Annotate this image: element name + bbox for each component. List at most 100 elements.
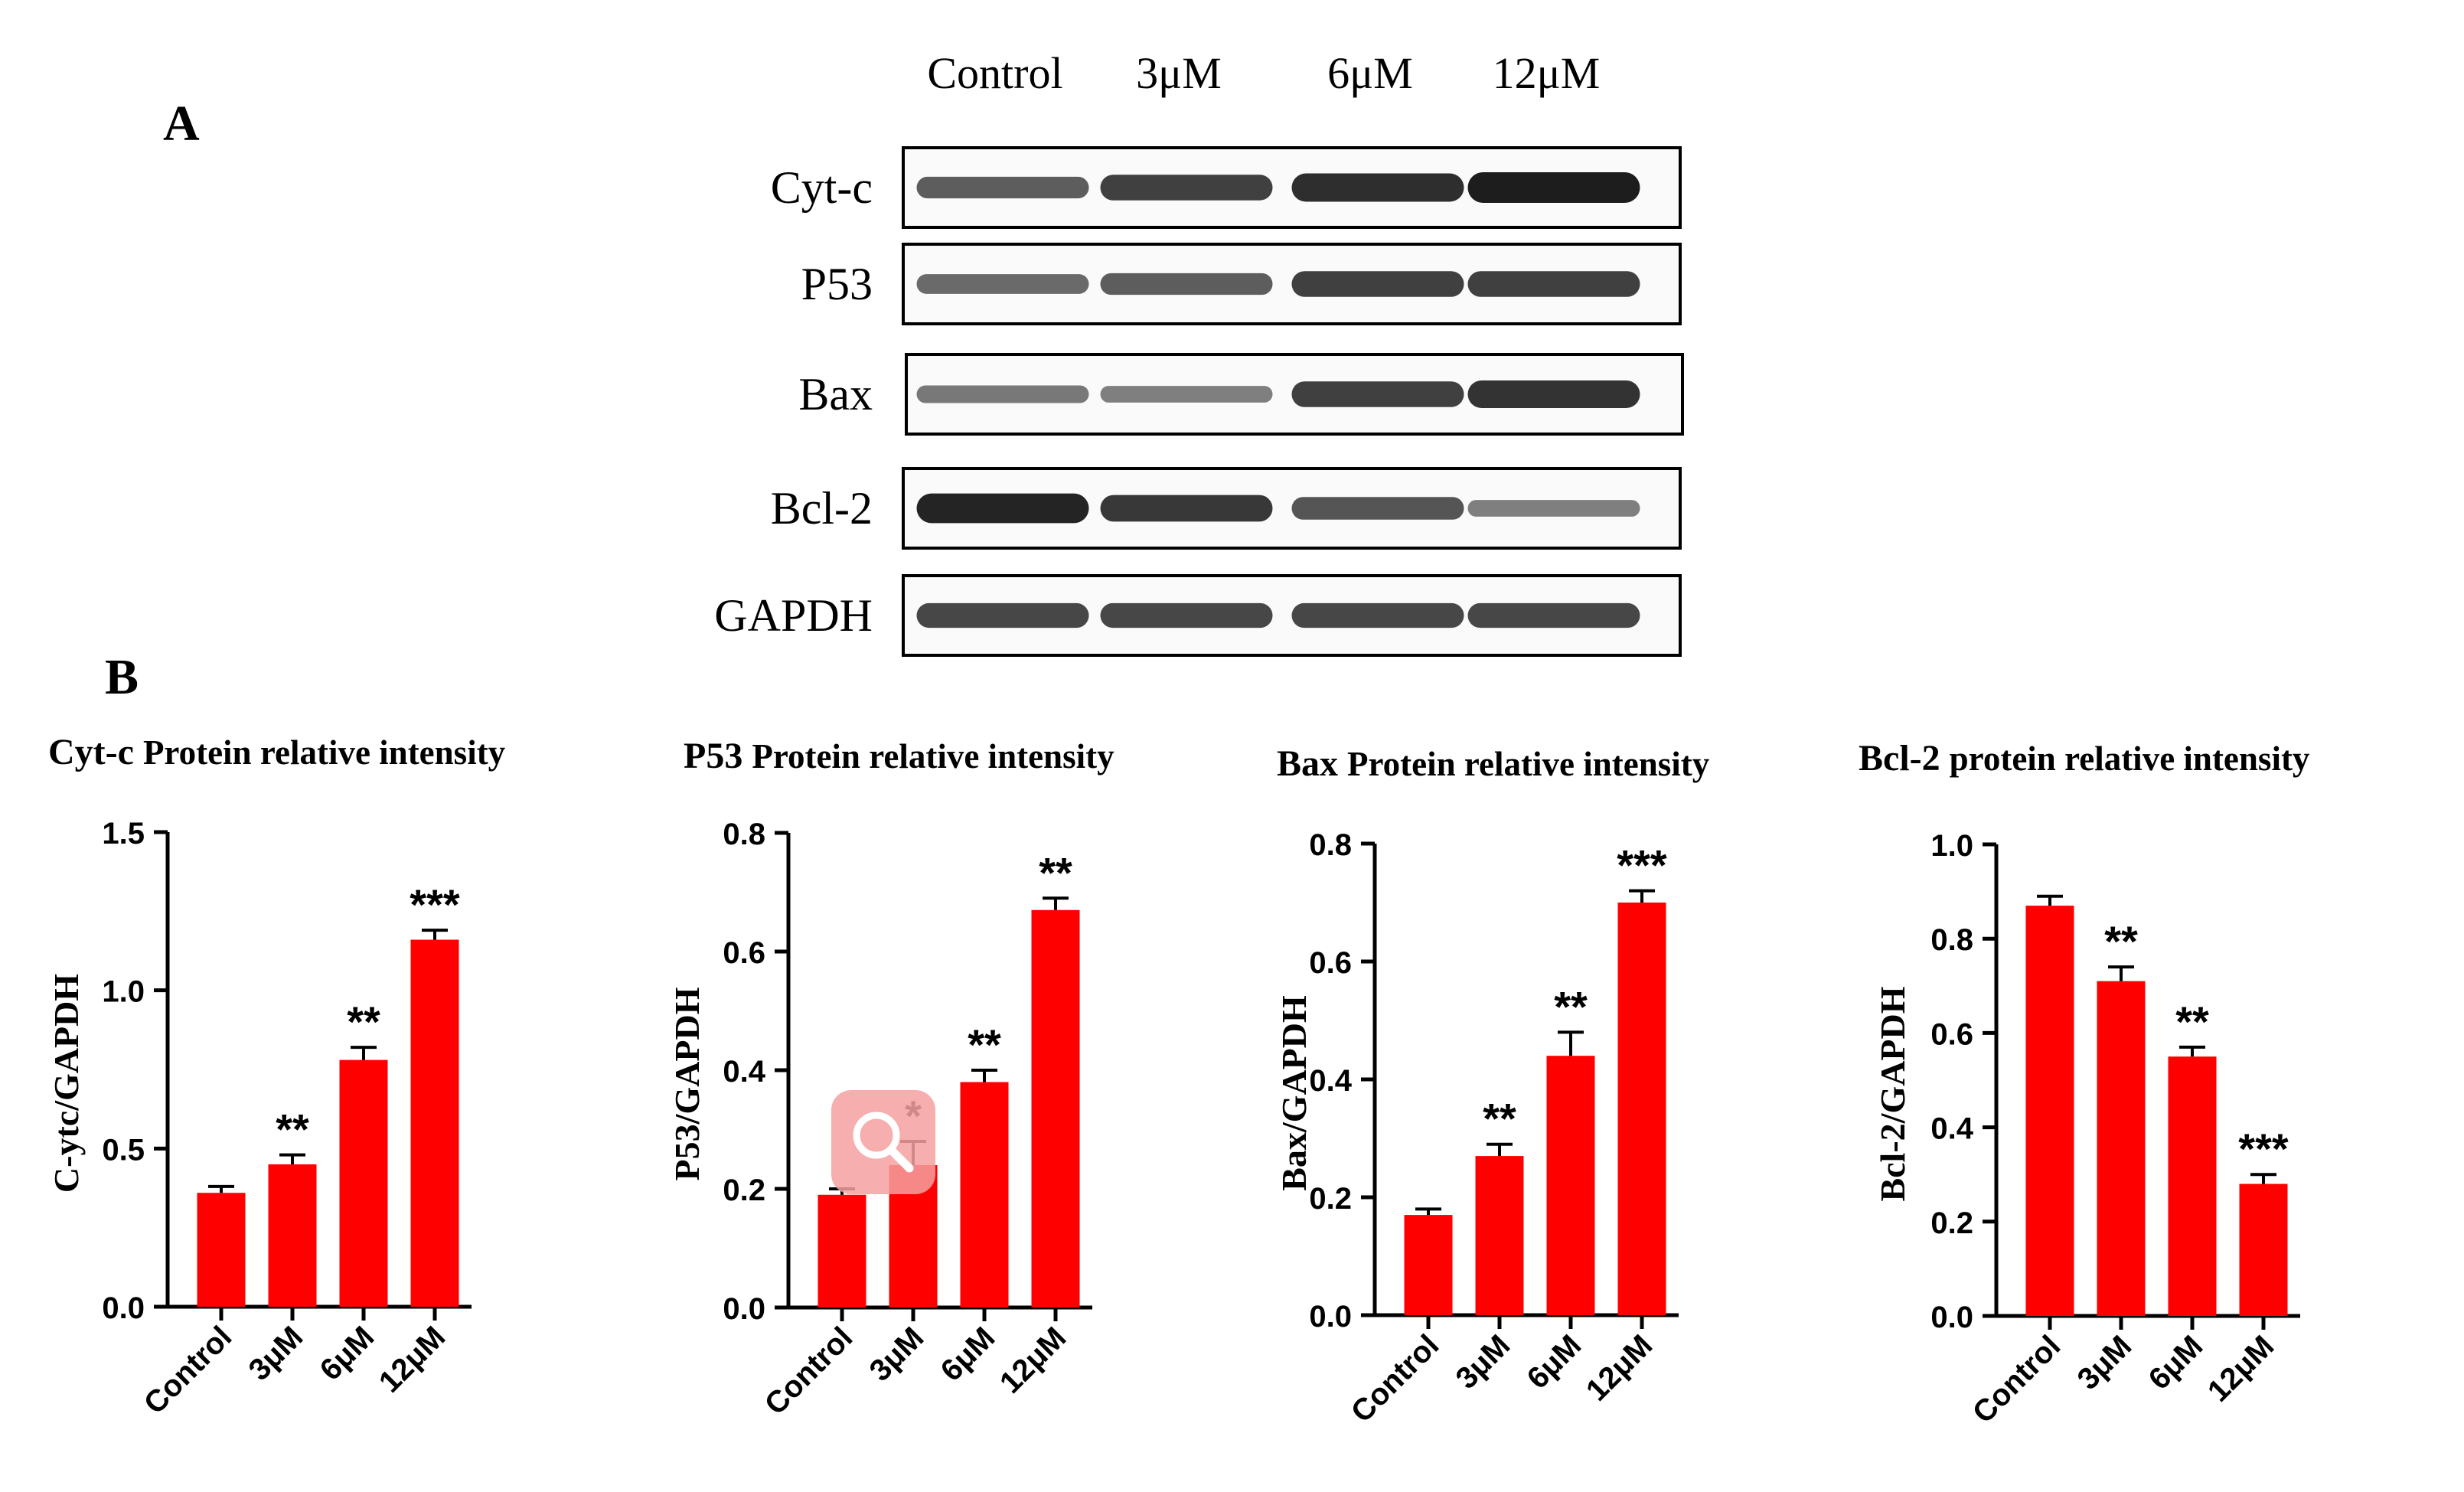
y-axis-label: Bax/GAPDH bbox=[1274, 995, 1314, 1191]
y-tick-label: 0.5 bbox=[102, 1133, 145, 1167]
blot-band bbox=[1467, 602, 1640, 628]
y-tick-label: 0.6 bbox=[1309, 946, 1352, 980]
bar bbox=[960, 1082, 1009, 1308]
y-tick-label: 0.0 bbox=[102, 1291, 145, 1325]
chart-title: P53 Protein relative intensity bbox=[684, 736, 1115, 776]
y-tick-label: 0.4 bbox=[723, 1055, 765, 1089]
bar bbox=[1031, 909, 1080, 1308]
significance-marker: ** bbox=[1039, 848, 1072, 896]
blot-band bbox=[1100, 602, 1273, 628]
y-tick-label: 1.0 bbox=[102, 975, 145, 1009]
blot-band bbox=[1100, 175, 1273, 201]
blot-row-label: Bcl-2 bbox=[771, 483, 873, 534]
bar bbox=[2097, 981, 2146, 1316]
significance-marker: *** bbox=[2238, 1125, 2289, 1173]
significance-marker: *** bbox=[1617, 841, 1667, 890]
y-tick-label: 1.0 bbox=[1930, 829, 1973, 863]
chart-title-prefix: P53 bbox=[684, 736, 742, 776]
bar bbox=[2025, 906, 2074, 1316]
y-axis-label: P53/GAPDH bbox=[667, 987, 707, 1180]
blot-lane-label: 12μM bbox=[1493, 48, 1601, 98]
bar bbox=[818, 1194, 866, 1308]
western-blot: Control 3μM 6μM 12μM Cyt-c P53 Bax Bcl-2 GAPDH bbox=[714, 48, 1684, 657]
blot-band bbox=[1291, 602, 1464, 628]
blot-band bbox=[916, 602, 1089, 628]
chart-title-rest: Protein relative intensity bbox=[1347, 745, 1710, 783]
zoom-button[interactable] bbox=[831, 1090, 935, 1194]
bar bbox=[197, 1193, 246, 1307]
y-tick-label: 0.4 bbox=[1930, 1112, 1973, 1146]
bar bbox=[268, 1164, 317, 1307]
bar bbox=[2239, 1183, 2288, 1316]
blot-band bbox=[1291, 381, 1464, 407]
y-tick-label: 0.2 bbox=[1930, 1206, 1973, 1240]
y-tick-label: 0.2 bbox=[1309, 1182, 1352, 1216]
significance-marker: ** bbox=[2175, 997, 2209, 1046]
y-tick-label: 0.0 bbox=[1309, 1300, 1352, 1334]
magnifier-icon bbox=[853, 1112, 914, 1173]
blot-row: Bcl-2 bbox=[771, 467, 1682, 550]
y-tick-label: 0.2 bbox=[723, 1174, 765, 1207]
blot-row: Cyt-c bbox=[771, 146, 1682, 229]
significance-marker: *** bbox=[410, 880, 460, 929]
y-tick-label: 0.4 bbox=[1309, 1064, 1352, 1098]
significance-marker: ** bbox=[2104, 917, 2138, 965]
blot-band bbox=[916, 493, 1089, 524]
blot-band bbox=[1467, 500, 1640, 517]
bar bbox=[1404, 1215, 1453, 1315]
significance-marker: ** bbox=[968, 1020, 1001, 1069]
blot-row-label: Bax bbox=[798, 369, 873, 420]
chart-title-rest: Protein relative intensity bbox=[143, 733, 506, 772]
chart-title-prefix: Cyt-c bbox=[48, 732, 134, 772]
y-tick-label: 0.0 bbox=[723, 1292, 765, 1326]
bar bbox=[2168, 1056, 2217, 1316]
y-tick-label: 0.6 bbox=[723, 936, 765, 970]
chart-title: Bax Protein relative intensity bbox=[1277, 743, 1710, 784]
blot-lane-label: 6μM bbox=[1327, 48, 1413, 98]
chart-title-rest: protein relative intensity bbox=[1950, 739, 2310, 778]
y-tick-label: 0.6 bbox=[1930, 1017, 1973, 1051]
panel-label-a: A bbox=[163, 96, 200, 152]
blot-band bbox=[916, 385, 1089, 403]
chart-title-prefix: Bcl-2 bbox=[1859, 738, 1940, 779]
blot-band bbox=[1100, 495, 1273, 522]
blot-band bbox=[1291, 497, 1464, 520]
blot-band bbox=[1467, 172, 1640, 203]
blot-row-label: Cyt-c bbox=[771, 162, 873, 213]
zoom-button-background[interactable] bbox=[831, 1090, 935, 1194]
blot-band bbox=[1100, 273, 1273, 295]
y-tick-label: 0.8 bbox=[1930, 923, 1973, 957]
blot-band bbox=[1291, 173, 1464, 202]
y-tick-label: 0.0 bbox=[1930, 1301, 1973, 1334]
bar-chart-bcl-2: Bcl-2 protein relative intensity Bcl-2/GAP… bbox=[1859, 738, 2310, 1430]
y-axis-label: C-ytc/GAPDH bbox=[47, 974, 86, 1193]
bar bbox=[1546, 1056, 1595, 1315]
blot-row: P53 bbox=[801, 243, 1682, 325]
significance-marker: ** bbox=[276, 1105, 309, 1154]
blot-band bbox=[1467, 271, 1640, 297]
blot-row: GAPDH bbox=[714, 574, 1682, 657]
blot-lane-label: Control bbox=[927, 48, 1062, 98]
bar bbox=[1475, 1156, 1524, 1315]
y-tick-label: 1.5 bbox=[102, 817, 145, 850]
blot-row-label: P53 bbox=[801, 259, 873, 309]
blot-row: Bax bbox=[798, 353, 1684, 436]
blot-band bbox=[1291, 271, 1464, 297]
y-tick-label: 0.8 bbox=[1309, 828, 1352, 862]
bar bbox=[1617, 903, 1666, 1315]
blot-band bbox=[1467, 380, 1640, 409]
chart-title: Cyt-c Protein relative intensity bbox=[48, 732, 506, 772]
chart-title-rest: Protein relative intensity bbox=[752, 737, 1115, 775]
significance-marker: ** bbox=[1483, 1095, 1516, 1143]
chart-title: Bcl-2 protein relative intensity bbox=[1859, 738, 2310, 779]
y-tick-label: 0.8 bbox=[723, 818, 765, 851]
panel-label-b: B bbox=[105, 649, 139, 705]
blot-lane-label: 3μM bbox=[1136, 48, 1222, 98]
y-axis-label: Bcl-2/GAPDH bbox=[1873, 986, 1912, 1201]
blot-band bbox=[916, 176, 1089, 199]
bar bbox=[339, 1059, 388, 1307]
blot-row-label: GAPDH bbox=[714, 590, 873, 641]
blot-band bbox=[916, 274, 1089, 294]
significance-marker: ** bbox=[347, 997, 380, 1046]
